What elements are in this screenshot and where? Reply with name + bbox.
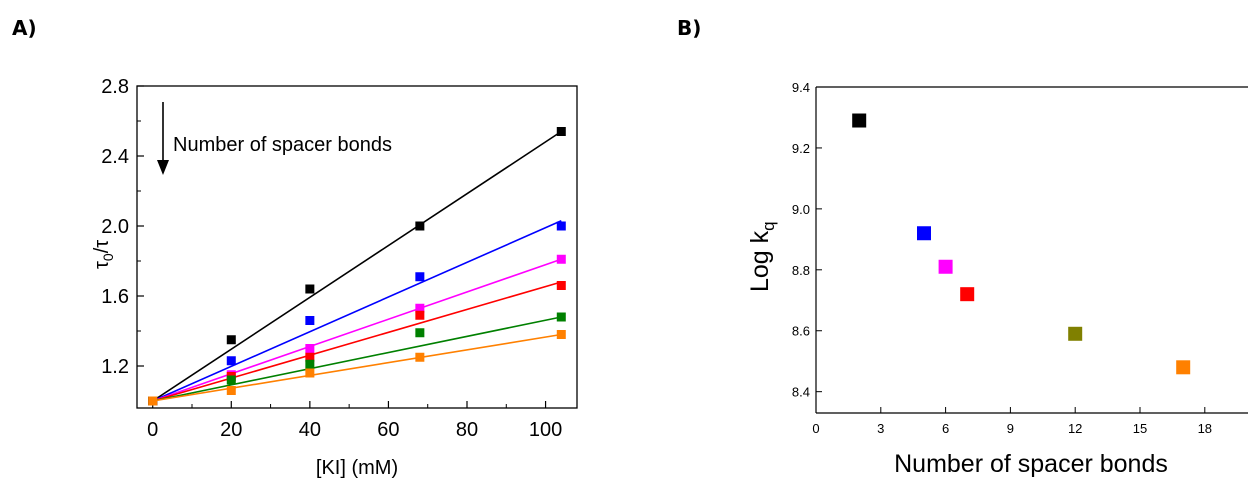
data-point-b-2	[938, 259, 953, 274]
x-tick-label-a: 60	[377, 419, 399, 441]
data-point-b-4	[1068, 326, 1083, 341]
x-tick-label-b: 0	[812, 421, 819, 436]
data-point-series-3	[305, 352, 315, 362]
x-tick-label-b: 12	[1068, 421, 1082, 436]
fit-line-series-4	[152, 316, 562, 402]
x-tick-label-b: 6	[942, 421, 949, 436]
data-point-series-2	[415, 303, 425, 313]
x-tick-label-b: 15	[1133, 421, 1147, 436]
y-tick-label-b: 9.0	[792, 202, 810, 217]
fit-line-series-2	[152, 258, 562, 402]
y-tick-label-b: 8.6	[792, 324, 810, 339]
y-tick-label-b: 8.4	[792, 385, 810, 400]
panel-label-b: B)	[677, 16, 702, 40]
x-axis-label-a: [KI] (mM)	[316, 457, 398, 479]
y-tick-label-a: 2.8	[101, 76, 129, 98]
data-point-series-5	[148, 396, 158, 406]
y-axis-label-sub-a: 0	[100, 253, 116, 261]
fit-line-series-5	[152, 333, 562, 402]
x-tick-label-a: 100	[529, 419, 562, 441]
x-tick-label-a: 80	[456, 419, 478, 441]
data-point-series-0	[415, 221, 425, 231]
data-point-series-4	[415, 328, 425, 338]
data-point-series-4	[556, 312, 566, 322]
data-point-b-3	[960, 287, 975, 302]
y-axis-label-main-b: Log k	[746, 230, 774, 292]
data-point-series-1	[415, 272, 425, 282]
y-axis-label-a: τ0/τ	[91, 240, 116, 269]
x-tick-label-b: 3	[877, 421, 884, 436]
x-tick-label-b: 18	[1198, 421, 1212, 436]
y-tick-label-a: 1.2	[101, 356, 129, 378]
data-point-series-2	[556, 254, 566, 264]
y-tick-label-a: 2.0	[101, 216, 129, 238]
y-tick-label-a: 2.4	[101, 146, 129, 168]
y-axis-label-tail-a: /τ	[91, 240, 113, 254]
x-tick-label-b: 9	[1007, 421, 1014, 436]
data-point-series-5	[305, 368, 315, 378]
data-point-series-4	[226, 375, 236, 385]
data-point-series-0	[305, 284, 315, 294]
data-point-series-3	[556, 281, 566, 290]
data-point-b-1	[917, 226, 931, 241]
plot-frame-a	[136, 85, 578, 409]
data-point-series-5	[556, 330, 566, 339]
data-point-series-1	[556, 221, 566, 231]
y-axis-label-main-a: τ	[91, 261, 113, 269]
data-point-series-5	[226, 386, 236, 395]
y-axis-label-b: Log kq	[746, 221, 778, 292]
fit-line-series-3	[152, 281, 562, 402]
data-point-series-1	[226, 356, 236, 366]
data-point-b-5	[1176, 360, 1191, 375]
y-tick-label-b: 9.2	[792, 141, 810, 156]
data-point-series-0	[226, 335, 236, 345]
x-tick-label-a: 0	[147, 419, 158, 441]
y-tick-label-a: 1.6	[101, 286, 129, 308]
fit-line-series-1	[152, 220, 562, 402]
panel-label-a: A)	[12, 16, 37, 40]
y-axis-label-sub-b: q	[759, 221, 778, 230]
data-point-b-0	[852, 113, 867, 128]
x-tick-label-a: 40	[299, 419, 321, 441]
data-point-series-5	[415, 352, 425, 362]
x-tick-label-a: 20	[220, 419, 242, 441]
y-tick-label-b: 9.4	[792, 80, 810, 95]
data-point-series-4	[305, 359, 315, 369]
data-point-series-2	[305, 344, 315, 353]
annotation-arrow-head	[157, 160, 169, 175]
data-point-series-1	[305, 316, 315, 325]
x-axis-label-b: Number of spacer bonds	[894, 450, 1168, 478]
data-point-series-0	[556, 127, 566, 136]
y-tick-label-b: 8.8	[792, 263, 810, 278]
data-point-series-3	[415, 310, 425, 320]
fit-line-series-0	[152, 130, 562, 402]
annotation-text: Number of spacer bonds	[173, 134, 392, 156]
